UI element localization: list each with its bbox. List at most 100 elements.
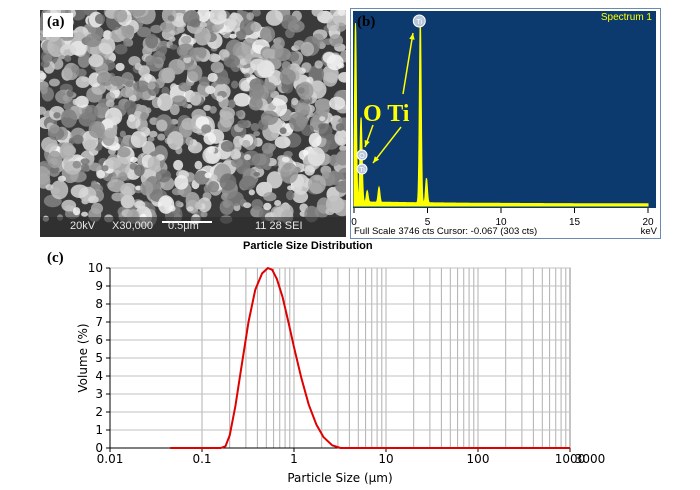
sem-particle: [199, 21, 207, 28]
sem-particle: [280, 162, 299, 184]
sem-particle: [171, 95, 187, 107]
sem-particle: [104, 127, 118, 139]
sem-particle: [64, 54, 72, 62]
sem-particle: [159, 46, 168, 54]
psd-x-tick-label: 0.1: [192, 452, 211, 466]
sem-particle: [90, 180, 98, 188]
sem-label-background: [43, 13, 73, 37]
sem-particle: [314, 60, 324, 69]
sem-particle: [285, 190, 295, 201]
sem-particle: [169, 44, 178, 50]
sem-particle: [149, 130, 158, 138]
sem-particle: [311, 10, 323, 17]
sem-particle: [223, 55, 240, 68]
eds-spectrum-window: 0 5 10 15 20 Ti O Ti O Ti Spectrum 1 Full Scale …: [350, 8, 661, 239]
eds-spectrum-title: Spectrum 1: [600, 12, 652, 23]
eds-x-tick-label: 15: [569, 217, 581, 228]
sem-particle: [187, 144, 195, 151]
sem-particle: [72, 207, 81, 216]
sem-particle: [40, 85, 48, 95]
sem-particle: [104, 107, 123, 126]
sem-particle: [274, 200, 282, 207]
sem-particle: [297, 87, 305, 94]
sem-particle: [130, 156, 138, 163]
sem-detector-info: 11 28 SEI: [255, 220, 303, 232]
sem-particle: [128, 10, 146, 17]
sem-particle: [42, 54, 53, 63]
sem-particle: [337, 167, 346, 181]
sem-particle: [115, 62, 125, 72]
sem-particle: [272, 97, 281, 107]
sem-particle: [125, 80, 134, 88]
sem-particle: [75, 68, 87, 78]
sem-particle: [287, 185, 294, 191]
psd-y-tick-label: 2: [95, 405, 103, 419]
eds-arrow-ti-l-head: [373, 156, 380, 163]
psd-y-tick-label: 8: [95, 297, 103, 311]
sem-particle: [72, 160, 82, 169]
sem-particle: [126, 116, 141, 129]
sem-particle: [83, 139, 97, 152]
psd-x-tick-label: 1000: [555, 452, 586, 466]
sem-particle: [337, 10, 346, 16]
eds-x-tick-label: 10: [495, 217, 507, 228]
sem-particle: [194, 26, 211, 46]
sem-particle: [41, 136, 58, 153]
eds-x-tick-label: 20: [642, 217, 654, 228]
sem-particle: [279, 127, 287, 135]
sem-particle: [181, 117, 196, 131]
sem-particle: [173, 159, 184, 171]
sem-particle: [321, 171, 330, 179]
sem-particle: [219, 199, 234, 215]
sem-particle: [291, 97, 299, 106]
sem-particle: [80, 163, 89, 172]
sem-particle: [262, 82, 276, 95]
sem-particle: [53, 112, 61, 119]
psd-x-axis-label: Particle Size (μm): [287, 471, 392, 485]
sem-particle: [289, 112, 307, 132]
sem-particle: [159, 21, 174, 33]
sem-particle: [253, 130, 261, 137]
psd-x-tick-label: 3000: [575, 452, 606, 466]
sem-particle: [140, 112, 148, 121]
sem-particle: [112, 156, 130, 177]
sem-particle: [167, 131, 184, 151]
eds-x-tick-label: 5: [425, 217, 431, 228]
sem-particle: [208, 53, 220, 63]
sem-particle: [250, 22, 262, 33]
eds-peak-label-ti: Ti: [417, 19, 423, 26]
sem-particle: [230, 80, 239, 89]
sem-particle: [196, 47, 207, 59]
sem-particle: [157, 133, 166, 141]
psd-y-tick-label: 1: [95, 423, 103, 437]
panel-a-label: (a): [47, 14, 65, 30]
sem-particle: [325, 195, 343, 213]
sem-particle: [157, 195, 175, 214]
sem-particle: [60, 44, 77, 57]
sem-particle: [207, 181, 220, 193]
sem-particle: [329, 96, 346, 110]
sem-particle: [318, 123, 333, 139]
panel-c-label: (c): [47, 250, 64, 266]
sem-particle: [336, 150, 346, 166]
sem-particle: [308, 132, 322, 148]
sem-voltage: 20kV: [70, 220, 96, 232]
sem-particle: [111, 192, 125, 202]
psd-x-tick-label: 100: [467, 452, 490, 466]
sem-particle: [118, 171, 128, 182]
sem-particle: [180, 82, 192, 92]
sem-particle: [231, 157, 244, 168]
sem-particle: [194, 201, 203, 210]
sem-particle: [130, 130, 147, 148]
sem-particle: [189, 91, 202, 106]
sem-particle: [322, 51, 336, 64]
psd-y-tick-label: 10: [88, 261, 103, 275]
sem-particle: [123, 38, 132, 47]
psd-y-tick-label: 9: [95, 279, 103, 293]
sem-particle: [260, 110, 279, 125]
sem-particle: [59, 142, 75, 160]
eds-element-annotation: O Ti: [363, 101, 410, 127]
sem-particle: [319, 116, 326, 122]
sem-particle: [207, 146, 216, 154]
psd-x-tick-label: 10: [378, 452, 393, 466]
